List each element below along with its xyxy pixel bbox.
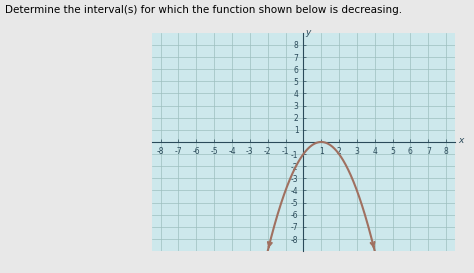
Text: y: y (305, 28, 310, 37)
Text: x: x (459, 136, 464, 145)
Text: Determine the interval(s) for which the function shown below is decreasing.: Determine the interval(s) for which the … (5, 5, 402, 16)
